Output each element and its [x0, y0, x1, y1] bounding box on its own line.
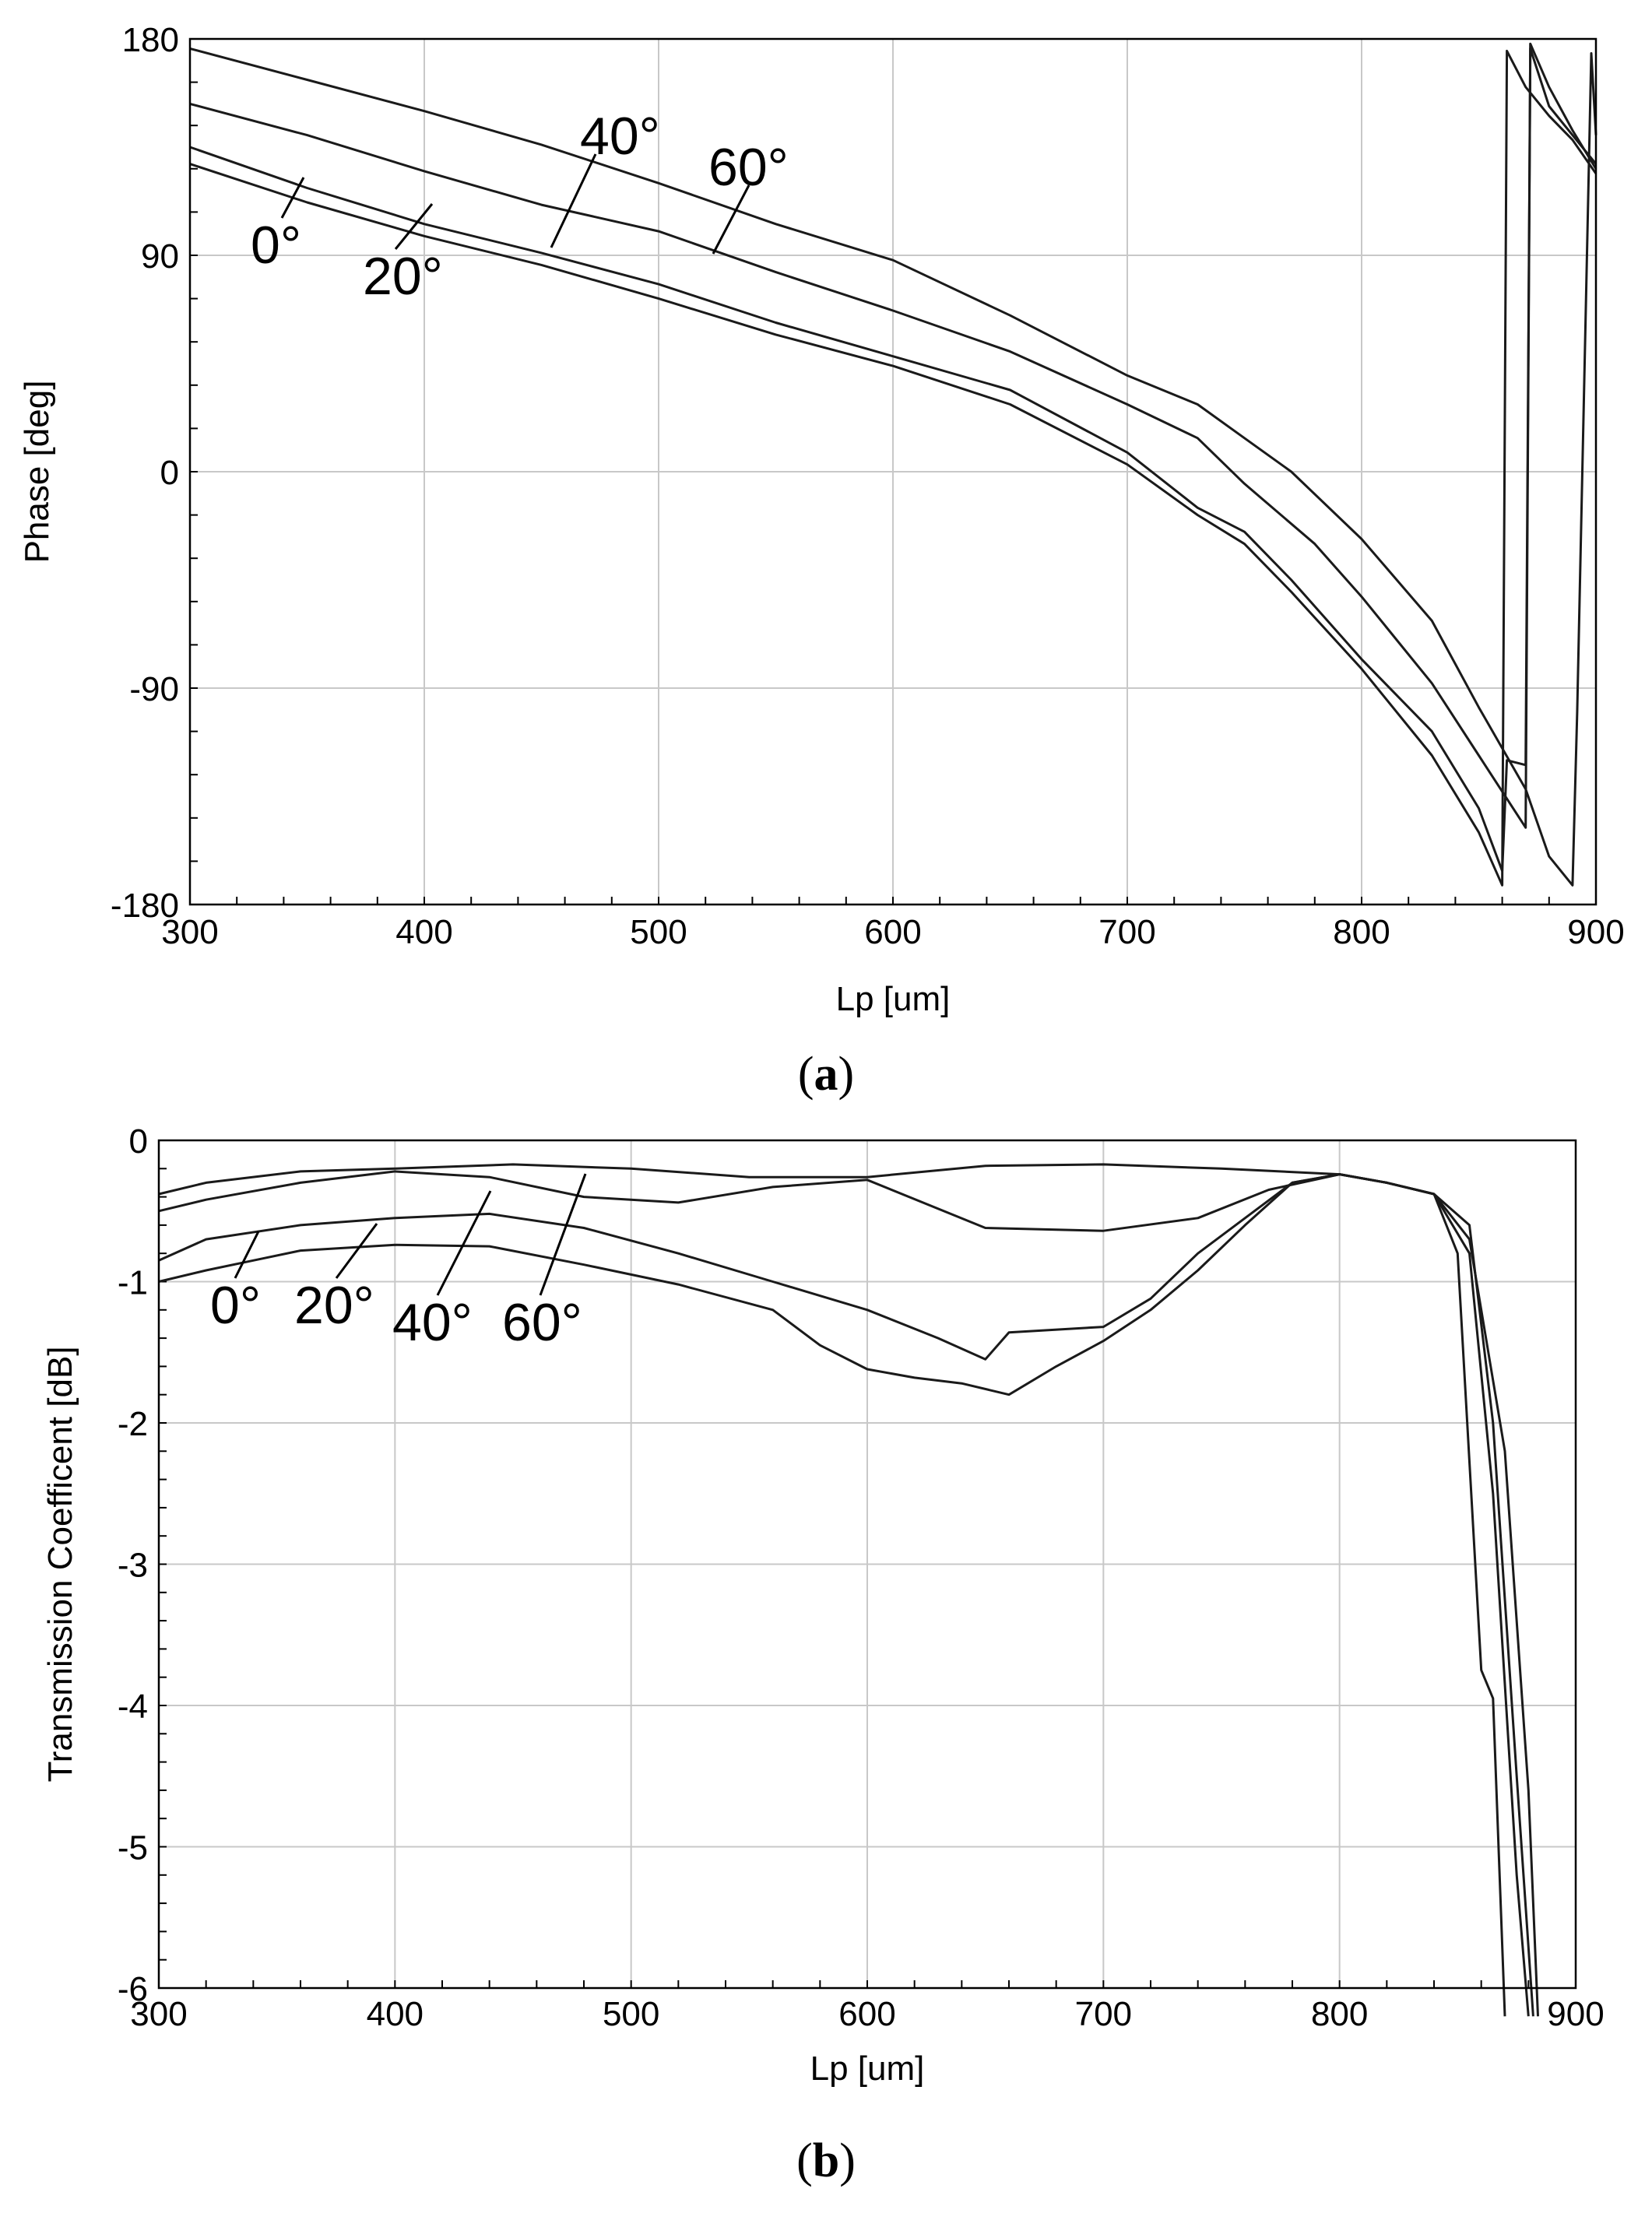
y-tick-label: 0 [129, 1122, 148, 1161]
annotation-label: 0° [210, 1276, 261, 1335]
y-tick-label: -1 [118, 1264, 148, 1302]
x-tick-label: 300 [161, 913, 218, 951]
series-line-40deg [189, 42, 1598, 829]
panel-label: (b) [796, 2134, 856, 2187]
plot-frame [157, 1139, 1577, 1990]
x-axis-title: Lp [um] [810, 2050, 925, 2088]
annotation-label: 20° [294, 1276, 374, 1335]
chart-transmission: 300 400 500 600 700 800 900 0 -1 -2 -3 -4 -5 -6 Lp [um… [41, 1122, 1605, 2187]
x-tick-label: 900 [1567, 913, 1624, 951]
x-tick-label: 400 [395, 913, 452, 951]
series-line-20deg [158, 1173, 1530, 2017]
annotation-label: 0° [251, 216, 301, 275]
x-tick-label: 700 [1098, 913, 1155, 951]
annotation-label: 20° [363, 247, 443, 306]
series-line-0deg [189, 49, 1598, 887]
series-line-60deg [189, 47, 1598, 887]
annotation-label: 60° [502, 1293, 582, 1352]
x-tick-label: 600 [838, 1995, 895, 2033]
y-tick-label: -90 [129, 670, 179, 708]
x-tick-label: 300 [130, 1995, 187, 2033]
annotation-leader [712, 184, 750, 255]
y-tick-label: -6 [118, 1970, 148, 2008]
y-tick-label: -5 [118, 1829, 148, 1867]
y-tick-label: 0 [160, 454, 179, 492]
x-tick-label: 700 [1075, 1995, 1132, 2033]
annotation-leader [280, 177, 305, 219]
y-tick-label: -2 [118, 1405, 148, 1443]
annotation-leader [335, 1223, 378, 1279]
y-axis-title: Transmission Coefficent [dB] [41, 1346, 79, 1782]
annotation-label: 40° [580, 107, 660, 166]
annotation-leader [436, 1190, 492, 1296]
x-tick-label: 800 [1333, 913, 1390, 951]
x-tick-label: 400 [367, 1995, 424, 2033]
annotation-leader [394, 203, 434, 250]
annotation-label: 60° [708, 138, 789, 197]
x-tick-label: 600 [864, 913, 921, 951]
annotation-leader [550, 153, 597, 248]
x-tick-label: 500 [603, 1995, 659, 2033]
annotation-leader [539, 1173, 587, 1296]
y-tick-label: -4 [118, 1688, 148, 1726]
plot-frame [188, 37, 1598, 906]
y-tick-label: -3 [118, 1547, 148, 1585]
annotation-leader [234, 1231, 260, 1279]
y-tick-label: 90 [141, 237, 179, 276]
series-line-60deg [158, 1163, 1539, 2017]
y-tick-label: -180 [111, 887, 179, 925]
y-axis-title: Phase [deg] [18, 381, 56, 564]
y-tick-label: 180 [122, 21, 179, 59]
x-tick-label: 900 [1547, 1995, 1604, 2033]
x-tick-label: 500 [630, 913, 687, 951]
x-tick-label: 800 [1311, 1995, 1368, 2033]
annotation-label: 40° [392, 1293, 473, 1352]
panel-label: (a) [798, 1048, 854, 1101]
series-line-40deg [158, 1170, 1534, 2017]
x-axis-title: Lp [um] [836, 980, 951, 1018]
